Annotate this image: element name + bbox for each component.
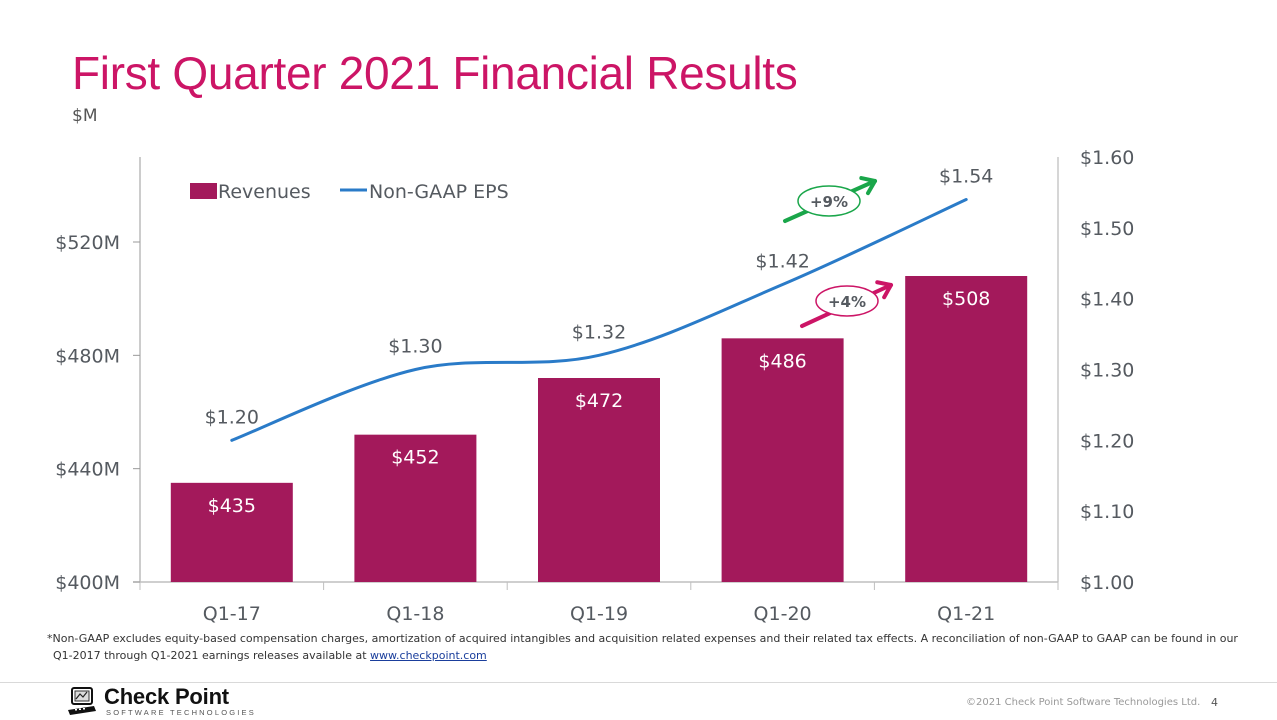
- right-tick-label: $1.50: [1080, 218, 1134, 240]
- badge-text: +4%: [828, 293, 866, 311]
- checkpoint-link[interactable]: www.checkpoint.com: [370, 649, 487, 662]
- revenue-bar-label: $435: [208, 495, 256, 517]
- left-tick-label: $480M: [55, 345, 120, 367]
- footnote-line-1: *Non-GAAP excludes equity-based compensa…: [47, 630, 1247, 647]
- growth-badge: +4%: [802, 282, 891, 326]
- right-tick-label: $1.40: [1080, 289, 1134, 311]
- copyright: ©2021 Check Point Software Technologies …: [966, 697, 1200, 708]
- revenue-bar-label: $486: [758, 350, 806, 372]
- revenue-bar-label: $508: [942, 288, 990, 310]
- eps-label: $1.42: [755, 251, 809, 273]
- right-tick-label: $1.00: [1080, 572, 1134, 594]
- left-tick-label: $400M: [55, 572, 120, 594]
- footnote: *Non-GAAP excludes equity-based compensa…: [47, 630, 1247, 664]
- legend-revenues-label: Revenues: [218, 181, 311, 203]
- category-label: Q1-20: [754, 603, 812, 625]
- page-number: 4: [1211, 696, 1218, 709]
- right-tick-label: $1.10: [1080, 501, 1134, 523]
- badge-text: +9%: [810, 193, 848, 211]
- category-label: Q1-21: [937, 603, 995, 625]
- eps-label: $1.54: [939, 166, 993, 188]
- eps-label: $1.20: [205, 406, 259, 428]
- right-tick-label: $1.20: [1080, 430, 1134, 452]
- footnote-line-2-text: Q1-2017 through Q1-2021 earnings release…: [53, 649, 370, 662]
- computer-logo-icon: [66, 686, 100, 716]
- revenue-bar: [722, 338, 844, 582]
- left-tick-label: $440M: [55, 459, 120, 481]
- logo-subtitle: SOFTWARE TECHNOLOGIES: [106, 708, 256, 717]
- eps-label: $1.32: [572, 321, 626, 343]
- logo-name: Check Point: [104, 686, 256, 708]
- right-tick-label: $1.30: [1080, 360, 1134, 382]
- left-tick-label: $520M: [55, 232, 120, 254]
- category-label: Q1-18: [386, 603, 444, 625]
- footer-divider: [0, 682, 1277, 683]
- right-tick-label: $1.60: [1080, 147, 1134, 169]
- company-logo: Check Point SOFTWARE TECHNOLOGIES: [66, 686, 256, 717]
- footnote-line-2: Q1-2017 through Q1-2021 earnings release…: [47, 647, 1247, 664]
- category-label: Q1-17: [203, 603, 261, 625]
- revenue-bar-label: $452: [391, 447, 439, 469]
- revenue-bar: [905, 276, 1027, 582]
- eps-label: $1.30: [388, 336, 442, 358]
- legend-revenues-swatch: [190, 183, 217, 199]
- chart-legend: Revenues Non-GAAP EPS: [190, 181, 509, 203]
- growth-badge: +9%: [785, 178, 875, 221]
- legend-eps-label: Non-GAAP EPS: [369, 181, 509, 203]
- revenue-bar-label: $472: [575, 390, 623, 412]
- category-label: Q1-19: [570, 603, 628, 625]
